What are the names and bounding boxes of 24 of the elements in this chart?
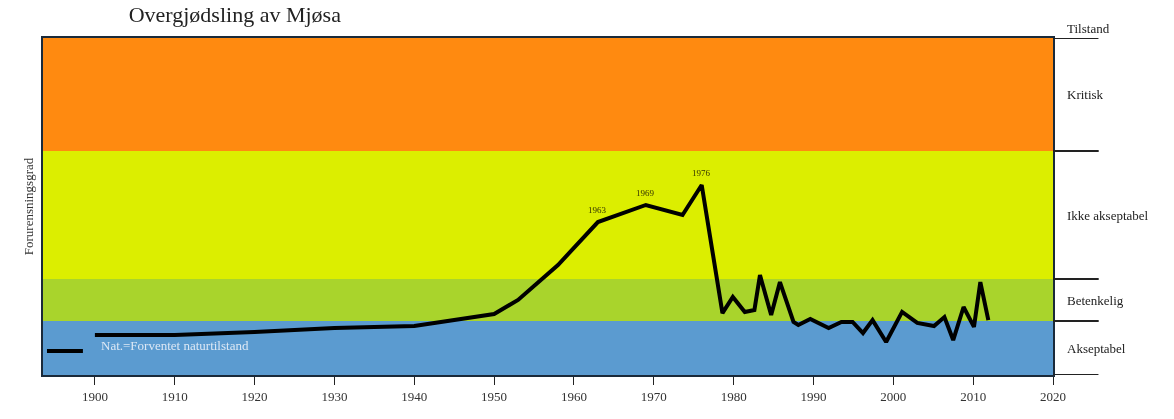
annotation: 1976 — [692, 168, 711, 178]
annotation: 1963 — [588, 205, 607, 215]
x-tick-label: 2010 — [960, 388, 987, 404]
annotation: Nat.=Forventet naturtilstand — [101, 338, 249, 353]
chart-title: Overgjødsling av Mjøsa — [128, 1, 342, 27]
x-tick-label: 1980 — [720, 388, 747, 404]
x-tick-label: 2000 — [880, 388, 907, 404]
y-axis-title: Forurensningsgrad — [21, 157, 37, 256]
x-tick-label: 1990 — [800, 388, 827, 404]
x-tick-label: 1930 — [321, 388, 348, 404]
band-label: Ikke akseptabel — [1067, 208, 1149, 223]
x-tick-label: 1950 — [481, 388, 508, 404]
x-tick-label: 1970 — [640, 388, 667, 404]
band-label: Kritisk — [1067, 87, 1104, 102]
text: Tilstand — [1067, 21, 1110, 36]
annotation: 1969 — [636, 188, 655, 198]
x-tick-label: 1960 — [560, 388, 587, 404]
x-tick-label: 1920 — [241, 388, 268, 404]
x-tick-label: 2020 — [1040, 388, 1066, 404]
band-label: Akseptabel — [1067, 341, 1126, 356]
x-tick-label: 1900 — [81, 388, 108, 404]
x-tick-label: 1940 — [401, 388, 428, 404]
x-tick-label: 1910 — [161, 388, 188, 404]
band-label: Betenkelig — [1067, 293, 1124, 308]
